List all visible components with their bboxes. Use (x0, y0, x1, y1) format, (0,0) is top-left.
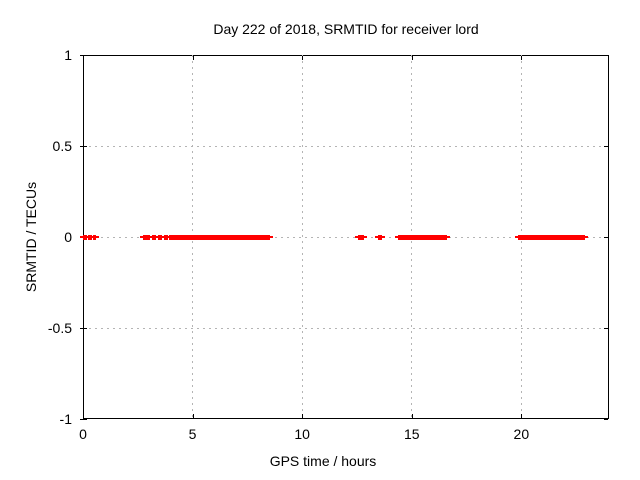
x-tick-top (302, 56, 304, 60)
y-tick-left (80, 55, 87, 56)
y-tick-left (80, 146, 87, 147)
x-tick-label: 10 (294, 426, 310, 442)
x-tick-top (411, 56, 413, 60)
data-cluster (151, 234, 156, 240)
y-gridline (83, 145, 609, 147)
x-tick-bottom (192, 414, 194, 418)
data-cluster (169, 234, 271, 240)
data-cluster (142, 234, 150, 240)
y-tick-left (80, 328, 87, 329)
data-cluster (397, 234, 447, 240)
data-cluster (377, 234, 382, 240)
y-tick-right (604, 55, 608, 56)
data-cluster (157, 234, 162, 240)
y-tick-left (80, 419, 87, 420)
y-tick-label: -0.5 (47, 320, 72, 336)
data-cluster (83, 234, 87, 240)
y-tick-right (604, 146, 608, 147)
y-tick-label: 0 (64, 229, 72, 245)
y-gridline (83, 236, 609, 238)
x-axis-label: GPS time / hours (269, 453, 377, 469)
data-cluster (164, 234, 169, 240)
data-cluster (518, 234, 585, 240)
data-cluster (357, 234, 364, 240)
x-tick-label: 5 (188, 426, 197, 442)
data-cluster (88, 234, 92, 240)
y-tick-right (604, 328, 608, 329)
y-gridline (83, 327, 609, 329)
x-tick-label: 20 (513, 426, 530, 442)
chart-title: Day 222 of 2018, SRMTID for receiver lor… (213, 21, 479, 37)
x-tick-bottom (411, 414, 413, 418)
y-tick-right (604, 419, 608, 420)
x-tick-label: 15 (403, 426, 420, 442)
y-tick-label: 1 (64, 47, 72, 63)
x-tick-top (192, 56, 194, 60)
y-tick-right (604, 237, 608, 238)
x-tick-bottom (302, 414, 304, 418)
x-tick-bottom (83, 414, 84, 418)
x-tick-label: 0 (79, 426, 87, 442)
x-tick-top (521, 56, 523, 60)
data-cluster (93, 234, 97, 240)
y-tick-label: 0.5 (52, 138, 72, 154)
y-tick-label: -1 (59, 411, 72, 427)
x-tick-top (83, 56, 84, 60)
x-tick-bottom (521, 414, 523, 418)
